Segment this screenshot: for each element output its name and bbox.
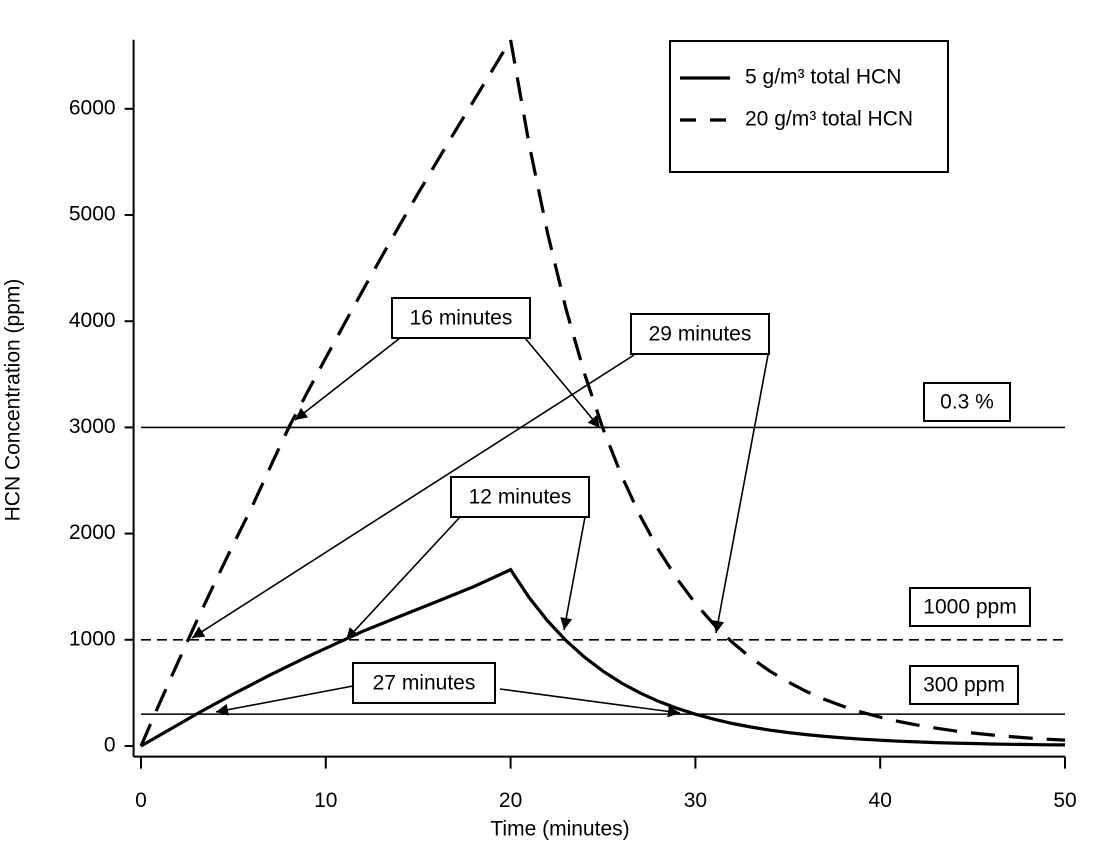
reference-label: 1000 ppm [923,596,1016,619]
y-tick-label: 1000 [69,627,116,650]
y-tick-label: 4000 [69,309,116,332]
x-tick-label: 20 [499,789,522,812]
label-box [450,476,590,518]
annotation-label: 29 minutes [649,323,752,346]
annotation-arrow [712,354,769,634]
label-box [391,297,531,339]
y-tick-label: 5000 [69,203,116,226]
annotation-arrow [191,354,635,639]
x-tick-label: 0 [135,789,147,812]
annotation-arrow [294,337,401,421]
annotation-arrow [215,685,354,716]
legend-label: 20 g/m³ total HCN [745,108,913,131]
annotation-arrow [524,337,601,429]
series-line [140,567,1066,748]
annotation-label: 16 minutes [410,307,513,330]
annotation-label: 27 minutes [373,672,476,695]
label-box [923,382,1011,422]
annotation-arrow [345,516,461,641]
y-tick-label: 0 [104,734,116,757]
annotation-arrow [560,516,586,631]
reference-label: 0.3 % [940,391,994,414]
label-box [909,587,1031,627]
legend-label: 5 g/m³ total HCN [745,66,901,89]
label-box [352,662,496,704]
y-tick-label: 6000 [69,96,116,119]
reference-label: 300 ppm [923,674,1005,697]
x-tick-label: 10 [314,789,337,812]
annotation-arrow [499,688,681,718]
y-tick-label: 3000 [69,415,116,438]
x-axis-label: Time (minutes) [490,818,629,841]
series-line [139,35,1066,747]
label-box [909,665,1019,705]
y-tick-label: 2000 [69,521,116,544]
label-box [630,313,770,355]
x-tick-label: 30 [684,789,707,812]
x-tick-label: 40 [869,789,892,812]
y-axis-label: HCN Concentration (ppm) [2,279,25,522]
annotation-label: 12 minutes [469,486,572,509]
x-tick-label: 50 [1053,789,1076,812]
legend-box [669,40,949,173]
